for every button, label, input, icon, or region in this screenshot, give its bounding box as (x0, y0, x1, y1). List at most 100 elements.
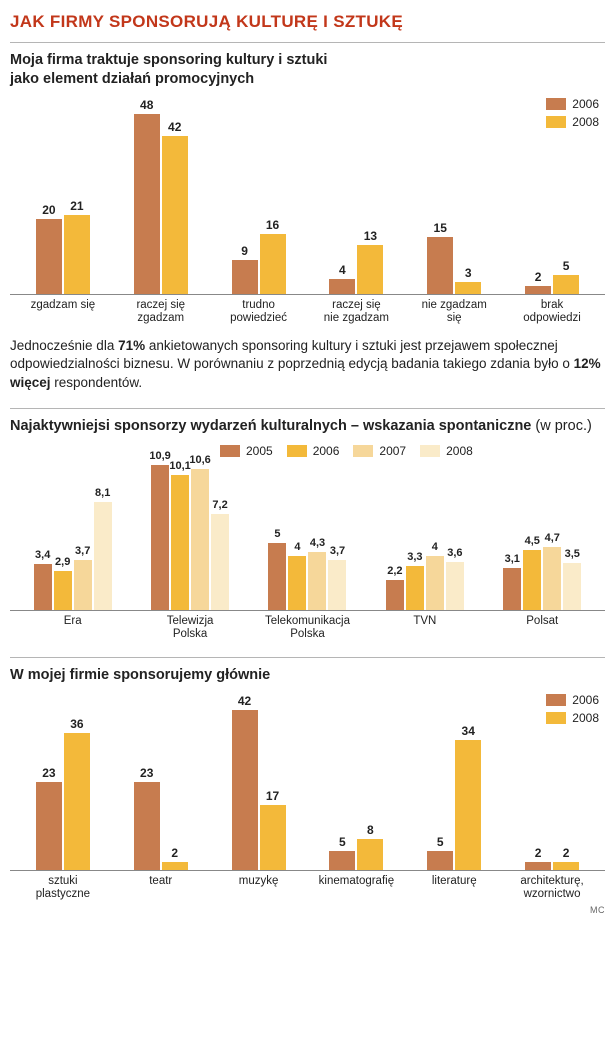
group-bars: 544,33,7 (268, 543, 346, 610)
group-bars: 3,42,93,78,1 (34, 502, 112, 610)
bar: 5 (427, 851, 453, 870)
bar-value-label: 8 (367, 823, 374, 837)
bar-group: 25 (503, 275, 601, 294)
group-bars: 4842 (134, 114, 188, 294)
chart2-wrap: 2005200620072008 3,42,93,78,110,910,110,… (10, 446, 605, 641)
legend-swatch (220, 445, 240, 457)
group-bars: 2336 (36, 733, 90, 870)
bar-group: 232 (112, 782, 210, 870)
bar-group: 544,33,7 (249, 543, 366, 610)
category-label: raczej sięzgadzam (112, 299, 210, 325)
group-bars: 42 17 (232, 710, 286, 870)
group-bars: 413 (329, 245, 383, 294)
bar-value-label: 4,3 (310, 537, 325, 549)
bar-value-label: 21 (70, 199, 83, 213)
bar: 15 (427, 237, 453, 293)
bar-value-label: 2 (171, 846, 178, 860)
divider-top (10, 42, 605, 43)
legend-label: 2005 (246, 444, 273, 458)
footer-mark: MC (10, 905, 605, 915)
bar-value-label: 4 (432, 541, 438, 553)
bar: 10,6 (191, 469, 209, 610)
bar: 2,2 (386, 580, 404, 609)
bar-value-label: 13 (364, 229, 377, 243)
body-text: Jednocześnie dla 71% ankietowanych spons… (10, 337, 605, 392)
bar-group: 9 16 (210, 234, 308, 294)
group-bars: 232 (134, 782, 188, 870)
bar-group: 413 (307, 245, 405, 294)
bar-value-label: 3,5 (565, 548, 580, 560)
bar-value-label: 5 (563, 259, 570, 273)
divider-mid1 (10, 408, 605, 409)
bar-value-label: 9 (241, 244, 248, 258)
bar: 4 (426, 556, 444, 609)
bar-value-label: 3,1 (505, 553, 520, 565)
bar-group: 15 3 (405, 237, 503, 293)
bar: 4 (288, 556, 306, 609)
legend-row: 2005 (220, 444, 273, 458)
bar-group: 3,42,93,78,1 (14, 502, 131, 610)
bar: 4 (329, 279, 355, 294)
bar-value-label: 10,1 (169, 460, 190, 472)
bar: 42 (232, 710, 258, 870)
chart1-section: Moja firma traktuje sponsoring kultury i… (10, 51, 605, 325)
chart1-title: Moja firma traktuje sponsoring kultury i… (10, 51, 605, 89)
bar: 4,5 (523, 550, 541, 610)
legend-swatch (353, 445, 373, 457)
chart2-title-paren: (w proc.) (535, 418, 591, 434)
bar-value-label: 8,1 (95, 487, 110, 499)
bar-value-label: 5 (437, 835, 444, 849)
category-label: TVN (366, 615, 483, 641)
bar: 42 (162, 136, 188, 294)
bar-group: 2,23,343,6 (366, 556, 483, 609)
bar: 8,1 (94, 502, 112, 610)
bar: 2,9 (54, 571, 72, 610)
bar: 36 (64, 733, 90, 870)
bar-value-label: 42 (238, 694, 251, 708)
legend-row: 2006 (287, 444, 340, 458)
group-bars: 25 (525, 275, 579, 294)
bar-value-label: 4,7 (545, 532, 560, 544)
bar: 3,6 (446, 562, 464, 610)
bar-value-label: 17 (266, 789, 279, 803)
legend-label: 2008 (572, 711, 599, 725)
bar-value-label: 2 (535, 270, 542, 284)
legend-swatch (546, 98, 566, 110)
bar-value-label: 2 (535, 846, 542, 860)
legend-swatch (546, 116, 566, 128)
chart1-wrap: 20062008 2021484291641315325 zgadzam się… (10, 95, 605, 325)
bar-group: 58 (307, 839, 405, 869)
bar: 5 (553, 275, 579, 294)
bar: 20 (36, 219, 62, 294)
legend-label: 2007 (379, 444, 406, 458)
category-label: TelewizjaPolska (131, 615, 248, 641)
category-label: trudnopowiedzieć (210, 299, 308, 325)
bar: 10,1 (171, 475, 189, 609)
bar: 7,2 (211, 514, 229, 610)
bar-value-label: 23 (42, 766, 55, 780)
bar-group: 534 (405, 740, 503, 870)
bar: 13 (357, 245, 383, 294)
bar: 3,4 (34, 564, 52, 609)
divider-mid2 (10, 657, 605, 658)
body-b1: 71% (118, 338, 145, 353)
legend-row: 2006 (546, 693, 599, 707)
chart1-cat-labels: zgadzam sięraczej sięzgadzamtrudnopowied… (10, 295, 605, 325)
bar: 16 (260, 234, 286, 294)
bar-value-label: 5 (274, 528, 280, 540)
chart2-title-main: Najaktywniejsi sponsorzy wydarzeń kultur… (10, 418, 535, 434)
bar: 23 (36, 782, 62, 870)
legend-row: 2006 (546, 97, 599, 111)
bar-value-label: 3,7 (330, 545, 345, 557)
bar: 3,7 (328, 560, 346, 609)
bar-value-label: 23 (140, 766, 153, 780)
category-label: raczej sięnie zgadzam (307, 299, 405, 325)
bar-value-label: 16 (266, 218, 279, 232)
bar-value-label: 4,5 (525, 535, 540, 547)
category-label: Era (14, 615, 131, 641)
bar-group: 3,14,54,73,5 (484, 547, 601, 610)
bar-group: 4842 (112, 114, 210, 294)
bar: 10,9 (151, 465, 169, 610)
bar-value-label: 10,6 (189, 454, 210, 466)
bar-value-label: 3 (465, 266, 472, 280)
